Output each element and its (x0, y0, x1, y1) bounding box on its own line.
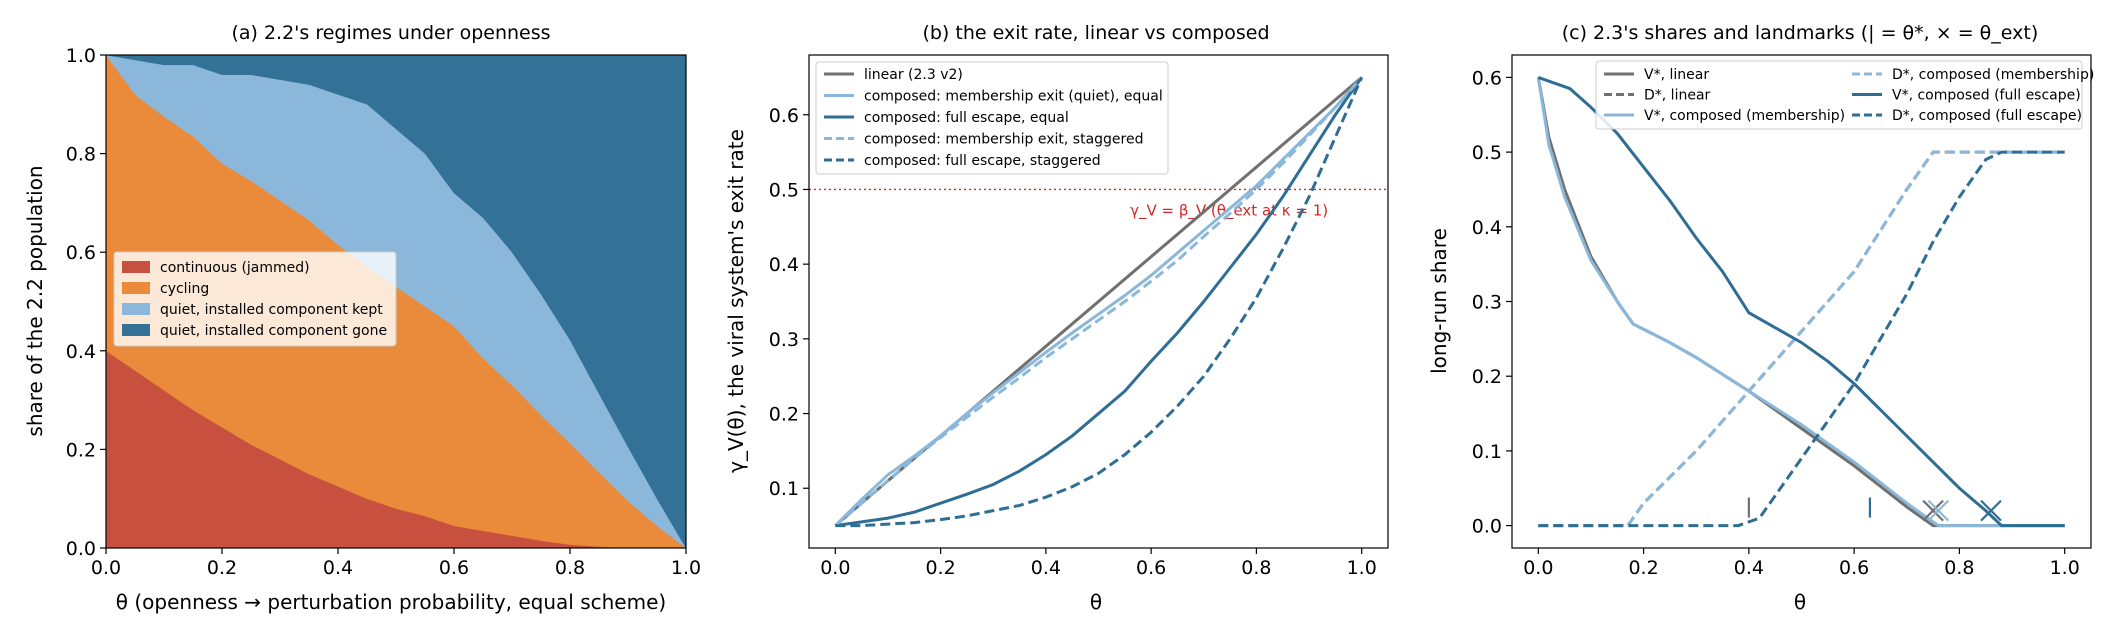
panel-b-legend-label: composed: membership exit (quiet), equal (864, 89, 1163, 105)
reference-line-label: γ_V = β_V (θ_ext at κ = 1) (1130, 201, 1328, 220)
panel-c-title: (c) 2.3's shares and landmarks (| = θ*, … (1562, 22, 2039, 44)
panel-b-x-tick-label: 0.4 (1031, 557, 1061, 579)
panel-c-legend-label: D*, linear (1644, 88, 1711, 104)
panel-a-y-tick-label: 0.2 (66, 439, 96, 461)
panel-c-legend-label: D*, composed (membership) (1892, 67, 2094, 83)
panel-b-y-tick-label: 0.6 (769, 105, 799, 127)
panel-c-y-tick-label: 0.6 (1472, 67, 1502, 89)
panel-a-x-tick-label: 0.4 (323, 557, 353, 579)
panel-b-x-tick-label: 0.8 (1241, 557, 1271, 579)
line-composed-full-escape-equal (835, 76, 1363, 528)
panel-c-plot: 0.0 0.2 0.4 0.6 0.8 1.0 0.0 0.1 0.2 0.3 0.4 0.5 0.6 V… (1472, 54, 2094, 579)
panel-b-y-tick-label: 0.4 (769, 254, 799, 276)
panel-a-plot: 0.0 0.2 0.4 0.6 0.8 1.0 0.0 0.2 0.4 0.6 0.8 1.0 cont… (66, 45, 701, 579)
panel-c-legend-label: V*, linear (1644, 67, 1709, 83)
panel-b-frame (808, 54, 1389, 549)
panel-c-x-tick-label: 0.4 (1734, 557, 1764, 579)
panel-c-y-tick-label: 0.3 (1472, 292, 1502, 314)
panel-a-legend-label: continuous (jammed) (160, 260, 310, 276)
panel-b-y-tick-label: 0.5 (769, 179, 799, 201)
theta-ext-marker (1927, 499, 1950, 522)
panel-c-ylabel: long-run share (1427, 228, 1451, 374)
panel-c-x-tick-label: 0.6 (1839, 557, 1869, 579)
panel-b-y-tick-label: 0.1 (769, 478, 799, 500)
line-composed-full-escape-staggered (835, 76, 1364, 528)
panel-a-legend-swatch (122, 261, 150, 273)
line-composed-membership-exit-staggered (834, 76, 1363, 527)
panel-c-y-tick-label: 0.0 (1472, 516, 1502, 538)
panel-c-y-tick-label: 0.4 (1472, 217, 1502, 239)
panel-b-x-tick-label: 0.6 (1136, 557, 1166, 579)
panel-a-y-tick-label: 0.4 (66, 341, 96, 363)
panel-b-title: (b) the exit rate, linear vs composed (922, 22, 1269, 44)
panel-a-xlabel: θ (openness → perturbation probability, … (116, 590, 666, 614)
line-composed-membership-exit-quiet-equal (834, 76, 1363, 527)
panel-c-legend-box (1595, 60, 2083, 130)
line-v-composed-full-escape- (1537, 75, 2065, 528)
line-v-composed-membership- (1536, 77, 2065, 528)
panel-a-legend-label: cycling (160, 281, 209, 297)
panel-a-y-tick-label: 0.8 (66, 144, 96, 166)
panel-b-legend-label: composed: membership exit, staggered (864, 132, 1143, 148)
panel-a-legend-box (113, 251, 397, 347)
panel-c-y-tick-label: 0.2 (1472, 366, 1502, 388)
theta-ext-marker (1980, 499, 2002, 522)
panel-c-x-tick-label: 0.2 (1628, 557, 1658, 579)
panel-c-legend-label: V*, composed (full escape) (1892, 88, 2081, 104)
panel-a-legend-swatch (122, 303, 150, 315)
panel-a-ylabel: share of the 2.2 population (23, 165, 47, 436)
panel-b-x-tick-label: 0.0 (820, 557, 850, 579)
panel-a-legend-label: quiet, installed component gone (160, 323, 387, 339)
panel-b-legend-label: composed: full escape, equal (864, 110, 1069, 126)
panel-b-legend-label: composed: full escape, staggered (864, 153, 1101, 169)
panel-c-xlabel: θ (1794, 590, 1806, 614)
panel-a-x-tick-label: 0.0 (91, 557, 121, 579)
panel-c-x-tick-label: 0.0 (1523, 557, 1553, 579)
panel-a-x-tick-label: 1.0 (671, 557, 701, 579)
panel-b-y-tick-label: 0.3 (769, 329, 799, 351)
line-d-composed-full-escape- (1538, 150, 2065, 528)
panel-b-x-tick-label: 1.0 (1347, 557, 1377, 579)
panel-c-frame (1511, 54, 2092, 549)
panel-c-y-tick-label: 0.5 (1472, 142, 1502, 164)
panel-c-legend-label: D*, composed (full escape) (1892, 108, 2082, 124)
panel-c-x-tick-label: 0.8 (1944, 557, 1974, 579)
panel-a-y-tick-label: 0.6 (66, 242, 96, 264)
panel-c-x-tick-label: 1.0 (2050, 557, 2080, 579)
panel-a-title: (a) 2.2's regimes under openness (231, 22, 550, 44)
panel-a-y-tick-label: 1.0 (66, 45, 96, 67)
panel-c-y-tick-label: 0.1 (1472, 441, 1502, 463)
panel-a-x-tick-label: 0.2 (207, 557, 237, 579)
panel-a-legend-swatch (122, 324, 150, 336)
panel-a-x-tick-label: 0.6 (439, 557, 469, 579)
panel-b-legend-label: linear (2.3 v2) (864, 67, 963, 83)
panel-b-y-tick-label: 0.2 (769, 404, 799, 426)
panel-b-xlabel: θ (1090, 590, 1102, 614)
panel-a-frame (105, 54, 687, 549)
panel-c-legend-label: V*, composed (membership) (1644, 108, 1845, 124)
panel-b-plot: γ_V = β_V (θ_ext at κ = 1) 0.0 0.2 0.4 0.6 0.… (769, 54, 1389, 579)
panel-a-y-tick-label: 0.0 (66, 538, 96, 560)
panel-a-legend-swatch (122, 282, 150, 294)
panel-b-x-tick-label: 0.2 (925, 557, 955, 579)
panel-a-x-tick-label: 0.8 (555, 557, 585, 579)
theta-ext-marker (1922, 499, 1944, 522)
panel-b-legend-box (815, 61, 1169, 175)
panel-b-ylabel: γ_V(θ), the viral system's exit rate (724, 129, 748, 473)
panel-a-legend-label: quiet, installed component kept (160, 302, 383, 318)
